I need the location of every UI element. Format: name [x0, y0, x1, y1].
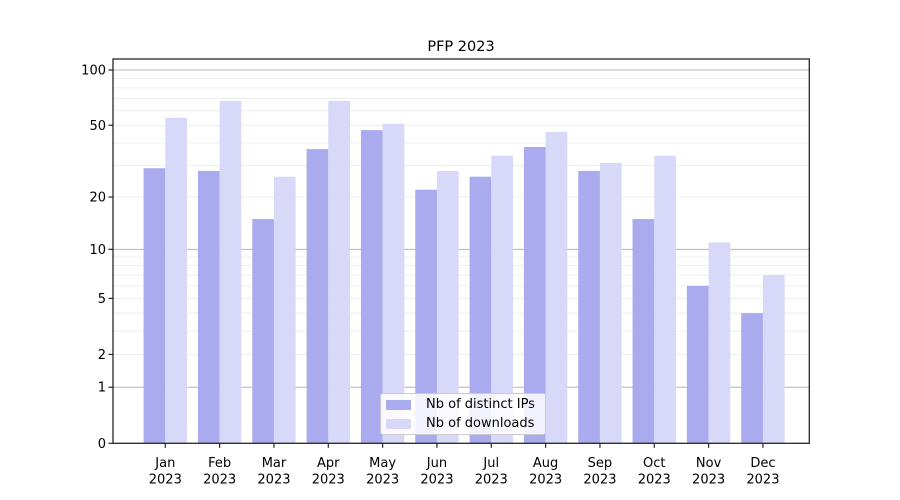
bar-nb-of-distinct-ips-dec — [741, 313, 763, 444]
x-tick-label-may: May 2023 — [366, 456, 399, 488]
bar-nb-of-distinct-ips-nov — [686, 285, 709, 444]
axes-spines — [112, 58, 810, 444]
legend-item-downloads: Nb of downloads — [386, 414, 545, 433]
y-tick-label: 5 — [98, 292, 106, 307]
x-tick-label-nov: Nov 2023 — [692, 456, 725, 488]
bar-nb-of-distinct-ips-jun — [415, 189, 437, 444]
x-tick-label-apr: Apr 2023 — [312, 456, 345, 488]
y-tick-label: 2 — [98, 348, 106, 363]
bar-nb-of-distinct-ips-may — [360, 130, 383, 444]
bar-nb-of-distinct-ips-mar — [252, 219, 274, 444]
x-tick-label-aug: Aug 2023 — [529, 456, 562, 488]
bar-nb-of-downloads-jan — [165, 117, 187, 444]
bar-nb-of-distinct-ips-apr — [306, 149, 329, 444]
y-tick-label: 100 — [81, 64, 106, 79]
bar-nb-of-downloads-jun — [436, 170, 459, 444]
bar-nb-of-downloads-feb — [219, 100, 242, 444]
legend-item-distinct-ips: Nb of distinct IPs — [386, 395, 545, 414]
bar-nb-of-downloads-dec — [762, 275, 785, 444]
bar-nb-of-downloads-nov — [708, 242, 731, 444]
bar-nb-of-distinct-ips-oct — [632, 219, 655, 444]
bar-nb-of-distinct-ips-jan — [143, 168, 166, 444]
bar-nb-of-distinct-ips-sep — [578, 170, 600, 444]
y-tick-label: 20 — [89, 191, 106, 206]
x-tick-label-jan: Jan 2023 — [149, 456, 182, 488]
bar-nb-of-distinct-ips-aug — [523, 146, 546, 444]
x-tick-label-jul: Jul 2023 — [475, 456, 508, 488]
bar-nb-of-downloads-aug — [545, 131, 568, 444]
x-tick-label-jun: Jun 2023 — [420, 456, 453, 488]
bar-nb-of-downloads-mar — [273, 176, 296, 444]
bar-nb-of-distinct-ips-feb — [197, 170, 220, 444]
bars — [143, 100, 785, 444]
y-tick-label: 0 — [98, 437, 106, 452]
x-tick-label-feb: Feb 2023 — [203, 456, 236, 488]
legend: Nb of distinct IPs Nb of downloads — [380, 393, 546, 435]
x-tick-label-mar: Mar 2023 — [257, 456, 290, 488]
bar-nb-of-downloads-sep — [599, 162, 622, 444]
x-tick-label-oct: Oct 2023 — [638, 456, 671, 488]
bar-nb-of-downloads-oct — [654, 155, 676, 444]
legend-swatch-distinct-ips — [386, 399, 411, 410]
bar-nb-of-downloads-jul — [491, 155, 513, 444]
bar-nb-of-downloads-apr — [328, 100, 350, 444]
plot-border — [112, 58, 810, 444]
legend-label-downloads: Nb of downloads — [426, 416, 535, 431]
x-tick-label-dec: Dec 2023 — [746, 456, 779, 488]
y-tick-label: 50 — [89, 119, 106, 134]
bar-nb-of-distinct-ips-jul — [469, 176, 492, 444]
chart-title: PFP 2023 — [427, 39, 494, 55]
legend-swatch-downloads — [386, 418, 411, 429]
y-tick-label: 1 — [98, 381, 106, 396]
bar-nb-of-downloads-may — [382, 123, 405, 444]
x-axis-ticks: Jan 2023 Feb 2023 Mar 2023 Apr 2023 May 2023 Jun 20… — [149, 443, 779, 488]
y-tick-label: 10 — [89, 243, 106, 258]
x-tick-label-sep: Sep 2023 — [583, 456, 616, 488]
legend-label-distinct-ips: Nb of distinct IPs — [426, 397, 535, 412]
